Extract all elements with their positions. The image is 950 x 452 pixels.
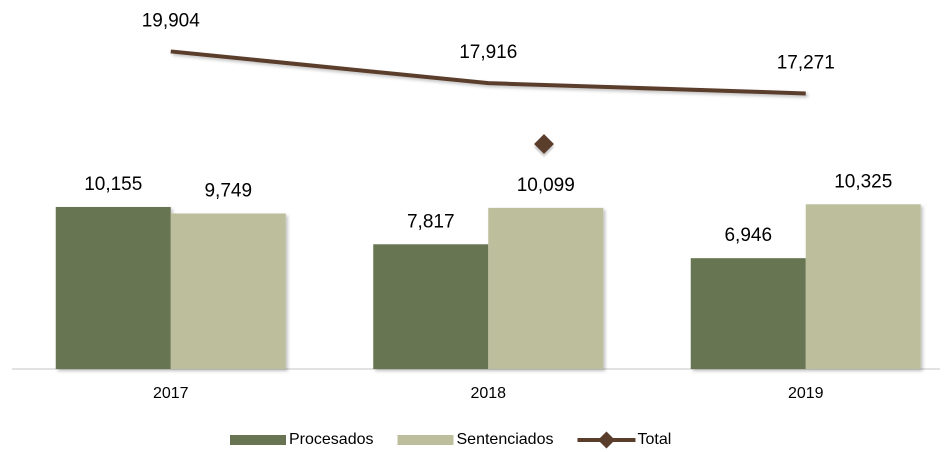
- x-tick-label: 2019: [788, 385, 824, 402]
- bar: [690, 258, 806, 369]
- x-tick-label: 2018: [470, 385, 506, 402]
- legend-label: Sentenciados: [457, 431, 554, 448]
- data-label: 19,904: [142, 10, 201, 31]
- data-label: 10,099: [517, 175, 575, 196]
- data-label: 17,916: [459, 42, 517, 63]
- x-tick-label: 2017: [153, 385, 189, 402]
- data-label: 7,817: [407, 211, 455, 232]
- bar: [805, 204, 921, 369]
- legend-swatch: [397, 435, 454, 445]
- data-label: 6,946: [724, 225, 772, 246]
- bar: [488, 207, 604, 369]
- bar: [55, 206, 171, 369]
- legend-swatch: [230, 435, 286, 445]
- data-label: 10,155: [84, 174, 142, 195]
- bar: [373, 244, 489, 369]
- legend-swatch: [597, 431, 615, 449]
- legend-label: Procesados: [289, 431, 374, 448]
- data-label: 17,271: [777, 52, 835, 73]
- legend-label: Total: [637, 431, 671, 448]
- stray-marker: [534, 134, 554, 154]
- data-label: 10,325: [834, 171, 892, 192]
- line: [170, 49, 806, 96]
- bar: [170, 213, 286, 369]
- data-label: 9,749: [204, 180, 252, 201]
